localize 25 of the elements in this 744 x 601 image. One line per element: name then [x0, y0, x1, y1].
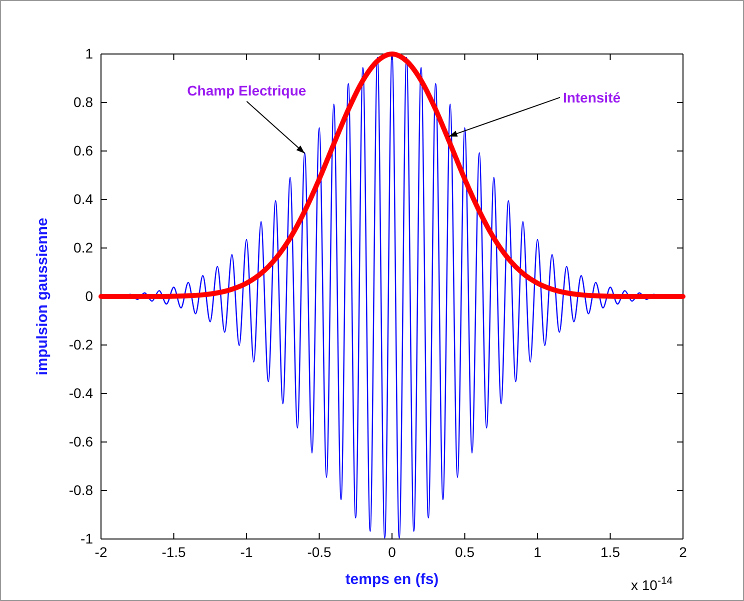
- x-tick-label: -2: [94, 544, 108, 560]
- x-tick-label: 0.5: [455, 544, 475, 560]
- x-tick-label: -1: [240, 544, 253, 560]
- x-tick-label: -1.5: [162, 544, 186, 560]
- y-tick-label: 0.6: [74, 142, 94, 158]
- y-tick-label: -0.6: [68, 433, 94, 450]
- x-tick-label: 1.5: [600, 544, 620, 560]
- x-tick-label: 0: [388, 544, 396, 560]
- y-tick-label: -0.4: [68, 384, 94, 401]
- y-tick-label: 0.8: [74, 94, 94, 110]
- y-tick-label: -0.2: [68, 336, 94, 352]
- y-tick-label: -0.8: [68, 482, 94, 498]
- y-tick-label: -1: [80, 530, 94, 546]
- y-tick-label: 0: [85, 288, 94, 304]
- y-tick-label: 0.4: [74, 190, 94, 207]
- x-axis-title: temps en (fs): [345, 571, 439, 588]
- text: x 10$^{-14}$: [631, 575, 673, 593]
- y-tick-label: 0.2: [74, 239, 94, 256]
- y-tick-label: 1: [85, 45, 94, 62]
- annotation: Intensité: [562, 89, 621, 106]
- y-axis-title: impulsion gaussienne: [34, 218, 51, 376]
- x-tick-label: 1: [534, 544, 542, 560]
- x-tick-label: 2: [679, 544, 688, 560]
- annotation: Champ Electrique: [187, 82, 306, 98]
- x-tick-label: -0.5: [307, 544, 332, 560]
